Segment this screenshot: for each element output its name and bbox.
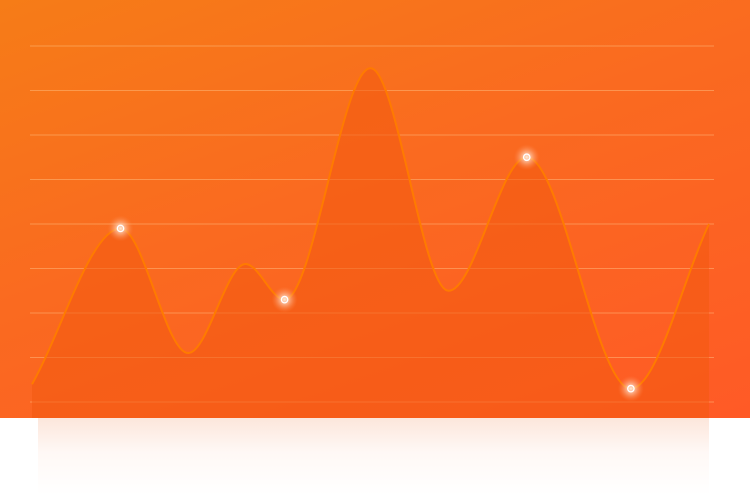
- area-fill: [32, 68, 709, 418]
- data-point[interactable]: [617, 375, 644, 402]
- data-point[interactable]: [107, 215, 134, 242]
- data-point[interactable]: [271, 286, 298, 313]
- area-chart: [30, 45, 714, 418]
- data-point[interactable]: [513, 144, 540, 171]
- chart-reflection: [38, 418, 709, 495]
- chart-panel: [0, 0, 750, 418]
- data-points: [107, 144, 644, 402]
- series-line: [31, 67, 710, 390]
